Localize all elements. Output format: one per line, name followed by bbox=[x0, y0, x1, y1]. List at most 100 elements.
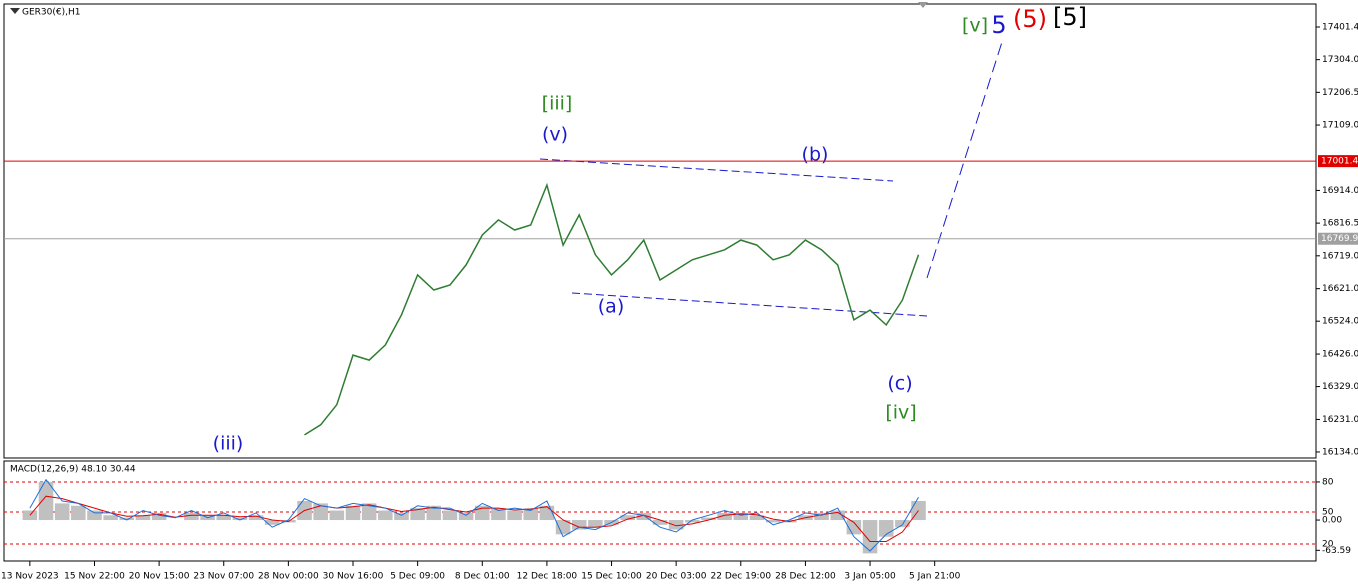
macd-level-label: 20 bbox=[1322, 540, 1334, 550]
shift-marker bbox=[918, 2, 928, 8]
y-tick-label: 16719.0 bbox=[1322, 251, 1358, 261]
wave-label: [iii] bbox=[542, 93, 573, 115]
macd-bar bbox=[232, 517, 248, 521]
macd-bar bbox=[862, 520, 878, 554]
x-tick-label: 8 Dec 01:00 bbox=[455, 572, 510, 582]
macd-bar bbox=[22, 510, 38, 521]
y-tick-label: 17401.4 bbox=[1322, 23, 1358, 33]
x-tick-label: 3 Jan 05:00 bbox=[844, 572, 896, 582]
macd-bar bbox=[248, 515, 264, 521]
y-tick-label: 17109.0 bbox=[1322, 121, 1358, 131]
y-tick-label: 16426.0 bbox=[1322, 350, 1358, 360]
macd-level-label: 50 bbox=[1322, 508, 1334, 518]
menu-icon bbox=[10, 8, 20, 14]
wave-label: [v] bbox=[962, 15, 988, 37]
macd-bar bbox=[87, 510, 102, 521]
macd-bar bbox=[264, 520, 280, 525]
wave-label: 5 bbox=[991, 11, 1006, 39]
macd-bar bbox=[636, 512, 652, 521]
y-tick-label: -63.59 bbox=[1322, 546, 1351, 556]
macd-bar bbox=[830, 510, 846, 521]
macd-bar bbox=[523, 508, 539, 521]
macd-bar bbox=[135, 515, 151, 521]
macd-bar bbox=[717, 512, 732, 521]
y-tick-label: 16621.0 bbox=[1322, 284, 1358, 294]
price-line bbox=[304, 182, 920, 436]
macd-bar bbox=[733, 512, 749, 521]
y-tick-label: 16524.0 bbox=[1322, 317, 1358, 327]
x-tick-label: 28 Nov 00:00 bbox=[258, 572, 319, 582]
macd-bar bbox=[410, 508, 425, 521]
y-tick-label: 16329.0 bbox=[1322, 382, 1358, 392]
x-tick-label: 5 Jan 21:00 bbox=[909, 572, 961, 582]
macd-bar bbox=[652, 520, 668, 525]
y-tick-label: 80 bbox=[1322, 477, 1334, 487]
channel-upper bbox=[539, 158, 894, 182]
macd-bar bbox=[895, 520, 910, 528]
macd-bar bbox=[184, 512, 199, 521]
x-tick-label: 28 Dec 12:00 bbox=[775, 572, 836, 582]
x-tick-label: 20 Nov 15:00 bbox=[129, 572, 190, 582]
macd-bar bbox=[620, 515, 635, 521]
x-tick-label: 22 Dec 19:00 bbox=[711, 572, 772, 582]
macd-bar bbox=[507, 510, 522, 521]
macd-bar bbox=[571, 520, 587, 530]
price-tag bbox=[1318, 232, 1358, 245]
price-tag-label: 17001.4 bbox=[1321, 157, 1358, 167]
x-tick-label: 12 Dec 18:00 bbox=[517, 572, 578, 582]
y-tick-label: 16134.0 bbox=[1322, 447, 1358, 457]
x-tick-label: 5 Dec 09:00 bbox=[390, 572, 445, 582]
macd-bar bbox=[555, 520, 571, 535]
macd-bar bbox=[345, 505, 361, 521]
wave-label: (5) bbox=[1013, 5, 1047, 33]
x-tick-label: 20 Dec 03:00 bbox=[646, 572, 707, 582]
macd-bar bbox=[54, 503, 70, 521]
macd-line bbox=[29, 478, 919, 552]
macd-bar bbox=[668, 520, 684, 530]
macd-bar bbox=[394, 512, 409, 521]
x-tick-label: 15 Nov 22:00 bbox=[64, 572, 125, 582]
macd-bar bbox=[685, 520, 700, 523]
macd-bar bbox=[329, 510, 345, 521]
macd-bar bbox=[103, 515, 118, 521]
x-tick-label: 15 Dec 10:00 bbox=[581, 572, 642, 582]
y-tick-label: 17206.5 bbox=[1322, 88, 1358, 98]
x-tick-label: 13 Nov 2023 bbox=[1, 572, 59, 582]
macd-bar bbox=[216, 515, 232, 521]
macd-bar bbox=[71, 505, 86, 521]
macd-bar bbox=[361, 503, 377, 521]
macd-bar bbox=[588, 520, 603, 528]
x-tick-label: 23 Nov 07:00 bbox=[193, 572, 254, 582]
macd-bar bbox=[151, 512, 167, 521]
macd-bar bbox=[749, 515, 765, 521]
wave-label: (c) bbox=[887, 373, 912, 395]
price-tag bbox=[1318, 155, 1358, 168]
y-tick-label: 17304.0 bbox=[1322, 55, 1358, 65]
macd-bar bbox=[38, 481, 54, 521]
macd-title: MACD(12,26,9) 48.10 30.44 bbox=[10, 465, 136, 475]
macd-bar bbox=[119, 517, 135, 521]
wave-label: [iv] bbox=[885, 402, 916, 424]
symbol-title: GER30(€),H1 bbox=[22, 8, 80, 18]
macd-bar bbox=[458, 512, 474, 521]
macd-bar bbox=[378, 510, 393, 521]
macd-frame bbox=[3, 460, 1317, 562]
wave-label: (a) bbox=[598, 296, 624, 318]
y-tick-label: 16816.5 bbox=[1322, 219, 1358, 229]
wave-label: (v) bbox=[542, 124, 568, 146]
macd-bar bbox=[765, 520, 781, 523]
macd-bar bbox=[491, 508, 506, 521]
price-tag-label: 16769.9 bbox=[1321, 234, 1358, 244]
price-frame bbox=[3, 3, 1317, 459]
macd-bar bbox=[313, 503, 328, 521]
wave-label: (iii) bbox=[213, 433, 244, 455]
macd-bar bbox=[442, 510, 458, 521]
y-tick-label: 16914.0 bbox=[1322, 186, 1358, 196]
wave-label: (b) bbox=[802, 144, 829, 166]
macd-bar bbox=[814, 512, 829, 521]
macd-bar bbox=[426, 505, 442, 521]
y-tick-label: 16231.0 bbox=[1322, 415, 1358, 425]
y-tick-label: 0.00 bbox=[1322, 516, 1342, 526]
wave-label: [5] bbox=[1053, 3, 1087, 31]
